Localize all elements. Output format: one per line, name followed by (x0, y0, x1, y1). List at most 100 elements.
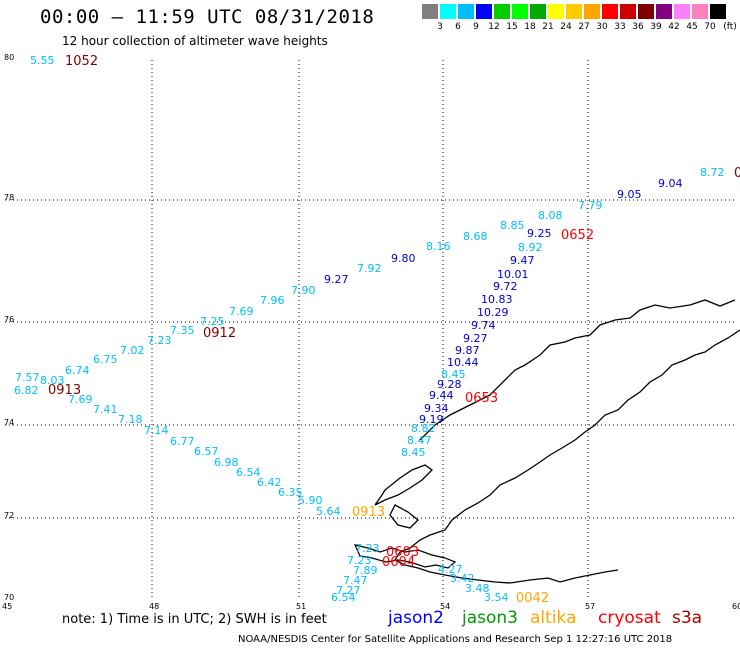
wave-height-label: 8.16 (426, 240, 451, 253)
wave-height-label: 9.28 (437, 378, 462, 391)
wave-height-label: 7.25 (200, 315, 225, 328)
wave-height-label: 8.72 (700, 166, 725, 179)
pass-time-label: 0604 (382, 555, 415, 570)
color-swatch (674, 4, 690, 19)
wave-height-label: 6.57 (194, 445, 219, 458)
y-tick-label: 80 (4, 53, 14, 62)
wave-height-label: 8.47 (407, 434, 432, 447)
greenland-coastline (353, 299, 740, 584)
wave-height-labels: 5.55 8.72 9.04 9.05 7.79 8.08 8.859.25 8.68 8.16… (14, 54, 725, 604)
map-title: 00:00 – 11:59 UTC 08/31/2018 (40, 6, 375, 28)
wave-height-label: 7.96 (260, 294, 285, 307)
wave-height-label: 6.42 (257, 476, 282, 489)
wave-height-label: 10.29 (477, 306, 509, 319)
wave-height-label: 8.45 (441, 368, 466, 381)
wave-height-label: 7.27 (336, 584, 361, 597)
wave-height-label: 7.89 (353, 564, 378, 577)
wave-height-label: 9.74 (471, 319, 496, 332)
wave-height-label: 6.54 (236, 466, 261, 479)
wave-height-label: 8.85 (500, 219, 525, 232)
wave-height-label: 9.19 (419, 413, 444, 426)
color-swatch (584, 4, 600, 19)
wave-height-label: 8.82 (411, 422, 436, 435)
color-scale-unit: (ft) (723, 22, 737, 32)
wave-height-label: 6.74 (65, 364, 90, 377)
color-scale-label: 24 (560, 22, 572, 32)
coastline-south (353, 544, 457, 569)
x-tick-label: 57 (585, 602, 595, 611)
color-scale-label: 12 (488, 22, 500, 32)
pass-time-label: 0912 (203, 326, 236, 341)
wave-height-label: 10.83 (481, 293, 513, 306)
color-scale-label: 45 (686, 22, 698, 32)
wave-height-label: 9.72 (493, 280, 518, 293)
wave-height-label: 7.35 (170, 324, 195, 337)
wave-height-label: 7.02 (120, 344, 145, 357)
wave-height-label: 8.03 (40, 374, 65, 387)
wave-height-label: 6.82 (14, 384, 39, 397)
wave-height-label: 9.47 (510, 254, 535, 267)
color-scale-label: 27 (578, 22, 590, 32)
y-tick-label: 72 (4, 511, 14, 520)
wave-height-label: 9.34 (424, 402, 449, 415)
wave-height-label: 6.77 (170, 435, 195, 448)
x-tick-label: 54 (440, 602, 450, 611)
wave-height-label: 5.55 (30, 54, 55, 67)
color-swatch (602, 4, 618, 19)
wave-height-label: 7.79 (578, 199, 603, 212)
color-swatch (692, 4, 708, 19)
color-swatch (512, 4, 528, 19)
legend-altika: altika (530, 608, 577, 628)
color-scale-label: 70 (704, 22, 716, 32)
color-swatch (548, 4, 564, 19)
color-scale-label: 36 (632, 22, 644, 32)
color-scale-label: 9 (473, 22, 479, 32)
wave-height-label: 7.14 (144, 424, 169, 437)
color-swatch (422, 4, 438, 19)
color-scale-label: 21 (542, 22, 554, 32)
pass-time-label: 0 (734, 166, 740, 181)
legend-jason2: jason2 (388, 608, 444, 628)
footer-credit: NOAA/NESDIS Center for Satellite Applica… (238, 634, 673, 645)
wave-height-label: 9.05 (617, 188, 642, 201)
axis-labels: 45 48 51 54 57 60 70 72 74 76 78 80 (2, 53, 740, 611)
coastline-main (374, 299, 740, 584)
legend-cryosat: cryosat (598, 608, 661, 628)
wave-height-label: 7.69 (229, 305, 254, 318)
pass-time-label: 0913 (48, 383, 81, 398)
wave-height-label: 4.27 (438, 563, 463, 576)
color-swatch (638, 4, 654, 19)
wave-height-label: 7.23 (147, 334, 172, 347)
wave-height-label: 7.57 (15, 371, 40, 384)
pass-time-label: 0603 (386, 545, 419, 560)
note-text: note: 1) Time is in UTC; 2) SWH is in fe… (62, 612, 327, 627)
color-scale-label: 42 (668, 22, 680, 32)
wave-height-label: 9.80 (391, 252, 416, 265)
wave-height-label: 6.75 (93, 353, 118, 366)
color-swatch (656, 4, 672, 19)
color-swatch (530, 4, 546, 19)
wave-height-label: 3.42 (450, 572, 475, 585)
wave-height-label: 9.87 (455, 344, 480, 357)
wave-height-label: 8.08 (538, 209, 563, 222)
wave-height-label: 7.92 (357, 262, 382, 275)
color-swatch (620, 4, 636, 19)
pass-time-label: 0042 (516, 591, 549, 606)
wave-height-label: 3.48 (465, 582, 490, 595)
wave-height-label: 7.18 (118, 413, 143, 426)
color-scale-label: 18 (524, 22, 536, 32)
wave-height-label: 6.35 (278, 486, 303, 499)
color-scale-label: 6 (455, 22, 461, 32)
wave-height-label: 7.41 (93, 403, 118, 416)
wave-height-label: 6.54 (331, 591, 356, 604)
wave-height-label: 9.04 (658, 177, 683, 190)
color-swatch (440, 4, 456, 19)
x-tick-label: 60 (732, 602, 740, 611)
map-subtitle: 12 hour collection of altimeter wave hei… (62, 34, 328, 48)
wave-height-label: 5.90 (298, 494, 323, 507)
color-scale-label: 33 (614, 22, 626, 32)
wave-height-label: 10.01 (497, 268, 529, 281)
wave-height-label: 8.92 (518, 241, 543, 254)
